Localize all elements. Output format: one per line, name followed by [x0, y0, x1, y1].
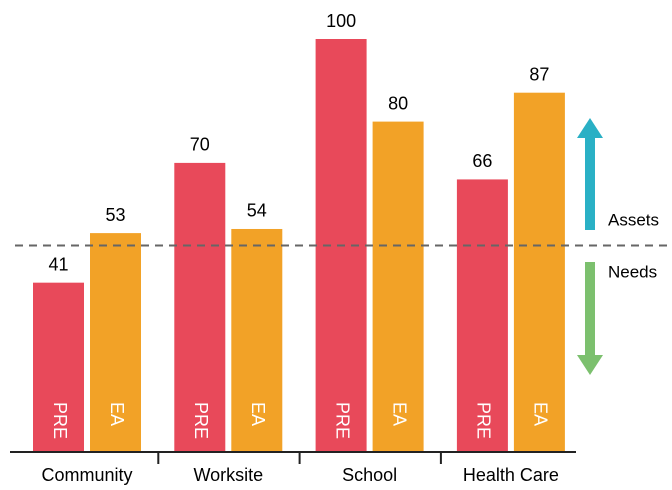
data-label: 80 — [388, 93, 408, 113]
data-label: 66 — [472, 151, 492, 171]
x-tick-label: Worksite — [193, 465, 263, 485]
bar — [90, 233, 141, 452]
series-label: PRE — [50, 402, 70, 439]
series-label: PRE — [332, 402, 352, 439]
bar — [231, 228, 283, 452]
data-label: 70 — [190, 135, 210, 155]
data-label: 41 — [48, 254, 68, 274]
data-label: 53 — [105, 205, 125, 225]
bar — [456, 179, 508, 453]
assets-arrow — [577, 118, 603, 230]
x-tick-label: Community — [41, 465, 132, 485]
data-label: 100 — [326, 11, 356, 31]
data-label: 87 — [529, 64, 549, 84]
series-label: EA — [389, 402, 409, 426]
x-tick-label: School — [342, 465, 397, 485]
annotation: Assets — [608, 210, 659, 229]
bar — [33, 282, 84, 452]
x-tick-label: Health Care — [463, 465, 559, 485]
needs-arrow — [577, 262, 603, 375]
bar — [513, 92, 565, 452]
series-label: PRE — [474, 402, 494, 439]
series-label: EA — [107, 402, 127, 426]
data-label: 54 — [247, 201, 267, 221]
series-label: PRE — [191, 402, 211, 439]
bar — [174, 162, 226, 452]
series-label: EA — [531, 402, 551, 426]
annotation: Needs — [608, 262, 657, 281]
bar — [372, 121, 424, 452]
series-label: EA — [248, 402, 268, 426]
